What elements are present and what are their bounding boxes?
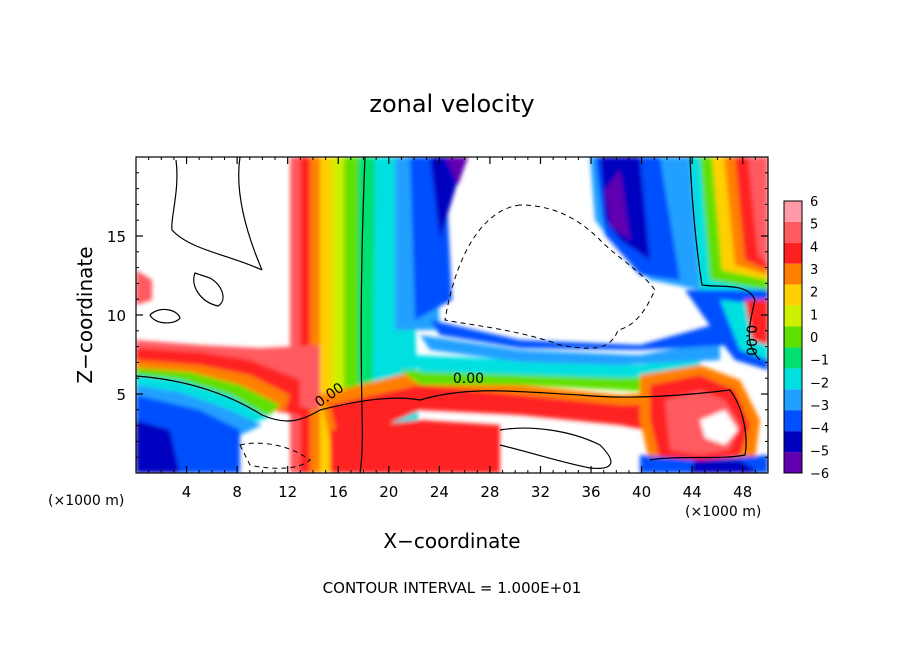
colorbar-label: 4 — [810, 240, 818, 255]
colorbar-swatch — [784, 368, 802, 390]
colorbar-label: −1 — [810, 354, 829, 369]
contour-label: 0.00 — [453, 371, 484, 387]
colorbar-frame — [783, 200, 803, 474]
velocity-field — [136, 157, 768, 473]
y-tick-label: 5 — [116, 386, 126, 404]
colorbar-label: −3 — [810, 399, 829, 414]
colorbar-swatch — [784, 263, 802, 285]
colorbar-swatch — [784, 326, 802, 348]
colorbar-swatch — [784, 221, 802, 243]
colorbar-swatch — [784, 410, 802, 432]
colorbar-swatch — [784, 452, 802, 473]
y-tick-label: 15 — [107, 228, 126, 246]
x-tick-label: 20 — [379, 483, 398, 501]
colorbar-label: 0 — [810, 331, 818, 346]
colorbar-label: −2 — [810, 376, 829, 391]
colorbar-swatch — [784, 431, 802, 453]
colorbar-swatch — [784, 201, 802, 222]
colorbar-label: −5 — [810, 444, 829, 459]
colorbar-label: 3 — [810, 263, 818, 278]
contour-interval-footer: CONTOUR INTERVAL = 1.000E+01 — [323, 579, 582, 597]
x-unit-right: (×1000 m) — [685, 504, 761, 520]
colorbar-label: 5 — [810, 218, 818, 233]
x-tick-label: 16 — [329, 483, 348, 501]
colorbar-swatch — [784, 305, 802, 327]
x-tick-label: 44 — [683, 483, 702, 501]
colorbar-label: 2 — [810, 286, 818, 301]
y-axis: 5 10 15 — [107, 172, 768, 458]
x-tick-label: 36 — [581, 483, 600, 501]
x-axis-label: X−coordinate — [383, 529, 520, 553]
x-axis: 4 8 12 16 20 24 28 32 36 40 44 48 — [148, 157, 756, 501]
chart-title: zonal velocity — [369, 90, 534, 118]
x-tick-label: 28 — [480, 483, 499, 501]
colorbar-label: 6 — [810, 195, 818, 210]
x-tick-label: 32 — [531, 483, 550, 501]
x-tick-label: 40 — [632, 483, 651, 501]
x-tick-label: 48 — [733, 483, 752, 501]
colorbar-swatch — [784, 284, 802, 306]
colorbar-label: −4 — [810, 422, 829, 437]
colorbar-swatch — [784, 242, 802, 264]
x-tick-label: 8 — [232, 483, 242, 501]
y-tick-label: 10 — [107, 307, 126, 325]
x-tick-label: 4 — [182, 483, 192, 501]
x-tick-label: 12 — [278, 483, 297, 501]
x-tick-label: 24 — [430, 483, 449, 501]
colorbar: 6 5 4 3 2 1 0 −1 −2 −3 −4 −5 −6 — [783, 195, 829, 482]
colorbar-swatch — [784, 389, 802, 411]
contour-label: 0.00 — [743, 325, 759, 356]
x-unit-left: (×1000 m) — [48, 493, 124, 509]
colorbar-label: −6 — [810, 467, 829, 482]
colorbar-label: 1 — [810, 308, 818, 323]
y-axis-label: Z−coordinate — [73, 246, 97, 383]
colorbar-swatch — [784, 347, 802, 369]
